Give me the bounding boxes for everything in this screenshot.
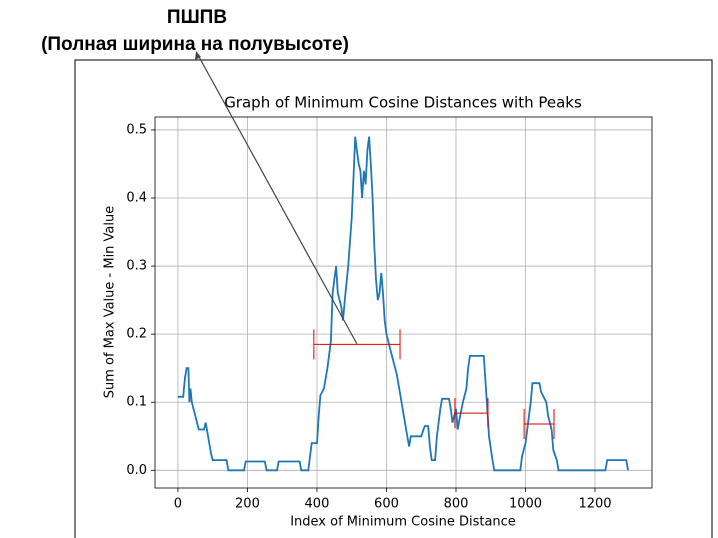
x-tick-label: 1200 <box>578 497 611 512</box>
x-tick-label: 200 <box>235 497 260 512</box>
chart-title: Graph of Minimum Cosine Distances with P… <box>224 94 582 112</box>
axes-frame <box>154 116 653 489</box>
data-line <box>177 136 629 472</box>
x-tick-label: 400 <box>305 497 330 512</box>
annotation-title: ПШПВ <box>167 7 227 28</box>
y-tick-label: 0.5 <box>126 122 147 137</box>
y-tick-label: 0.4 <box>126 191 147 206</box>
frame <box>74 59 713 538</box>
y-tick-label: 0.0 <box>126 463 147 478</box>
y-tick-label: 0.2 <box>126 327 147 342</box>
plot-area: 0 200 400 600 800 1000 1200 0.0 0.1 0.2 0.3 0.4 0.5 <box>126 116 653 512</box>
arrow-head <box>195 51 201 60</box>
x-tick-label: 600 <box>374 497 399 512</box>
x-tick-label: 800 <box>444 497 469 512</box>
x-axis-label: Index of Minimum Cosine Distance <box>290 515 516 530</box>
x-tick-label: 0 <box>174 497 182 512</box>
annotation-arrow <box>197 54 358 345</box>
y-axis-label: Sum of Max Value - Min Value <box>103 206 118 399</box>
x-tick-label: 1000 <box>509 497 542 512</box>
annotation-subtitle: (Полная ширина на полувысоте) <box>41 34 349 55</box>
y-tick-label: 0.3 <box>126 259 147 274</box>
y-tick-label: 0.1 <box>126 395 147 410</box>
